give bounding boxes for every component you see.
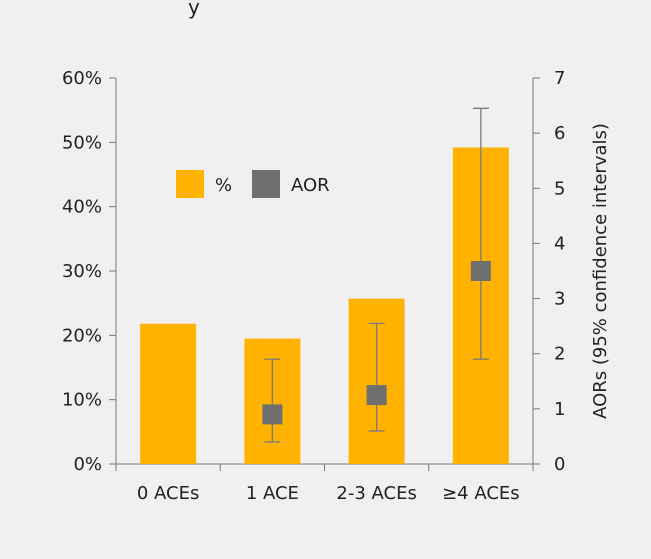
right-axis: 0 1 2 3 4 5 6 7 bbox=[532, 68, 565, 475]
legend: % AOR bbox=[176, 170, 330, 198]
left-axis: 0% 10% 20% 30% 40% 50% 60% bbox=[62, 68, 117, 475]
left-tick-label: 10% bbox=[62, 390, 102, 411]
aor-marker bbox=[366, 385, 387, 406]
chart-title-fragment: y bbox=[188, 0, 200, 19]
right-tick-label: 4 bbox=[554, 233, 565, 254]
legend-swatch-aor bbox=[252, 170, 280, 198]
left-tick-label: 0% bbox=[73, 454, 102, 475]
x-tick-label: 1 ACE bbox=[246, 483, 299, 504]
right-tick-label: 1 bbox=[554, 399, 565, 420]
x-axis: 0 ACEs 1 ACE 2-3 ACEs ≥4 ACEs bbox=[115, 463, 534, 504]
left-tick-label: 40% bbox=[62, 197, 102, 218]
legend-label-aor: AOR bbox=[291, 175, 330, 196]
right-tick-label: 3 bbox=[554, 289, 565, 310]
right-tick-label: 6 bbox=[554, 123, 565, 144]
left-tick-label: 50% bbox=[62, 132, 102, 153]
x-tick-label: ≥4 ACEs bbox=[442, 483, 520, 504]
x-tick-label: 2-3 ACEs bbox=[336, 483, 416, 504]
x-tick-label: 0 ACEs bbox=[137, 483, 200, 504]
legend-swatch-percent bbox=[176, 170, 204, 198]
right-tick-label: 7 bbox=[554, 68, 565, 89]
right-axis-label: AORs (95% confidence intervals) bbox=[590, 123, 611, 419]
aor-markers bbox=[262, 261, 491, 425]
left-tick-label: 30% bbox=[62, 261, 102, 282]
right-tick-label: 2 bbox=[554, 344, 565, 365]
right-tick-label: 0 bbox=[554, 454, 565, 475]
legend-label-percent: % bbox=[215, 175, 232, 196]
aor-marker bbox=[470, 261, 491, 281]
bar-0-aces bbox=[140, 323, 197, 464]
errorbars bbox=[264, 107, 489, 443]
right-tick-label: 5 bbox=[554, 178, 565, 199]
left-tick-label: 20% bbox=[62, 325, 102, 346]
left-tick-label: 60% bbox=[62, 68, 102, 89]
aor-marker bbox=[262, 404, 283, 425]
